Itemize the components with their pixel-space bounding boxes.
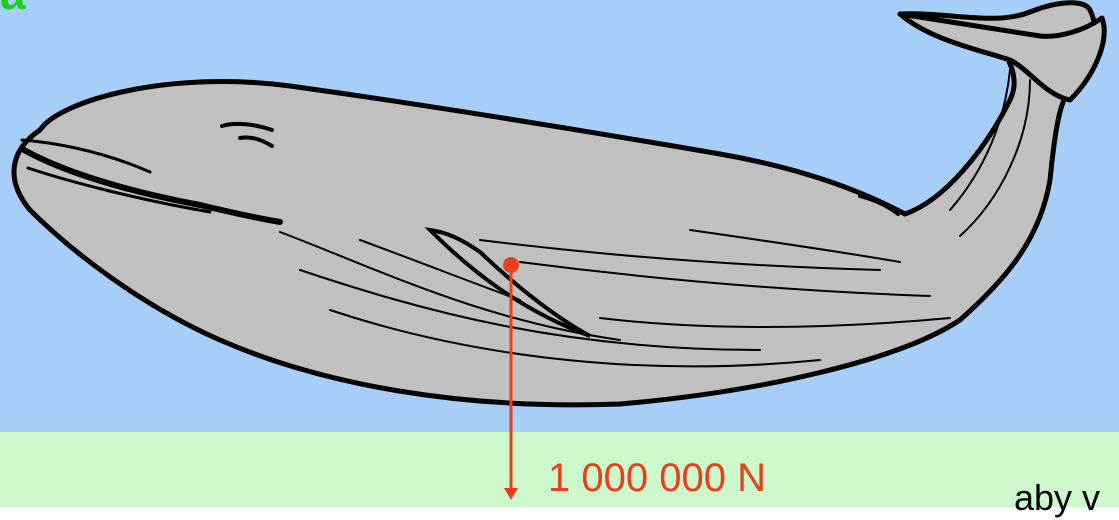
whale-body bbox=[11, 0, 1098, 408]
force-label: 1 000 000 N bbox=[548, 456, 766, 500]
ground-strip bbox=[0, 432, 1119, 507]
whale-flipper bbox=[424, 227, 591, 338]
whale-grooves bbox=[279, 229, 951, 368]
corner-heading-text: a bbox=[0, 0, 26, 16]
whale-eye bbox=[220, 121, 274, 148]
force-arrow-head bbox=[504, 488, 518, 500]
force-application-point bbox=[503, 257, 519, 273]
whale-tail-lines bbox=[949, 69, 1031, 237]
whale-illustration bbox=[11, 0, 1107, 500]
whale-lip bbox=[20, 138, 152, 174]
whale-dorsal-fin bbox=[858, 194, 900, 216]
whale-mouth-lower bbox=[26, 166, 212, 214]
whale-figure bbox=[11, 0, 1107, 408]
whale-mouth bbox=[21, 147, 283, 225]
whale-tail-fluke bbox=[897, 11, 1107, 103]
right-caption-text: aby v bbox=[1014, 477, 1101, 518]
